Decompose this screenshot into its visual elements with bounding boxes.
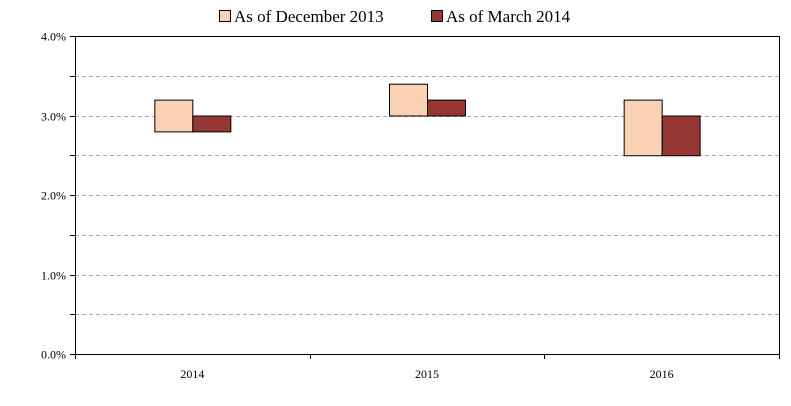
y-tick-label: 1.0% — [41, 269, 66, 283]
bar-2015-series-1 — [389, 83, 428, 117]
x-tick-label: 2015 — [415, 367, 439, 381]
y-tick-label: 0.0% — [41, 348, 66, 362]
legend-swatch — [219, 10, 231, 22]
y-tick-label: 4.0% — [41, 30, 66, 44]
legend: As of December 2013 As of March 2014 — [219, 7, 571, 26]
x-tick-label: 2016 — [650, 367, 674, 381]
bar-2016-series-1 — [623, 99, 663, 157]
y-axis: 0.0% 1.0% 2.0% 3.0% 4.0% — [41, 30, 75, 362]
bar-2014-series-2 — [192, 115, 232, 133]
legend-label: As of December 2013 — [234, 7, 384, 26]
gridlines — [75, 76, 779, 315]
bars — [154, 83, 701, 157]
y-tick-label: 2.0% — [41, 189, 66, 203]
y-tick-label: 3.0% — [41, 110, 66, 124]
legend-label: As of March 2014 — [446, 7, 571, 26]
bar-2016-series-2 — [661, 115, 701, 157]
x-axis: 2014 2015 2016 — [75, 354, 780, 381]
x-tick-label: 2014 — [180, 367, 204, 381]
legend-swatch — [431, 10, 443, 22]
plot-area — [75, 36, 780, 355]
bar-2014-series-1 — [154, 99, 194, 133]
bar-2015-series-2 — [427, 99, 466, 117]
